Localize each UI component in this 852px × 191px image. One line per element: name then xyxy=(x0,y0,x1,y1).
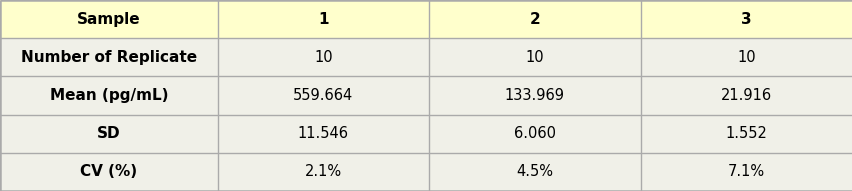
Text: 10: 10 xyxy=(737,50,755,65)
Text: 10: 10 xyxy=(314,50,332,65)
Text: 1.552: 1.552 xyxy=(725,126,767,141)
Text: 559.664: 559.664 xyxy=(293,88,353,103)
Bar xyxy=(640,0,852,38)
Text: Number of Replicate: Number of Replicate xyxy=(20,50,197,65)
Text: Mean (pg/mL): Mean (pg/mL) xyxy=(49,88,168,103)
Bar xyxy=(640,76,852,115)
Bar xyxy=(0,0,217,38)
Text: Sample: Sample xyxy=(77,12,141,27)
Text: 3: 3 xyxy=(740,12,751,27)
Bar xyxy=(0,153,217,191)
Bar xyxy=(429,115,640,153)
Text: 4.5%: 4.5% xyxy=(515,164,553,179)
Text: 7.1%: 7.1% xyxy=(728,164,764,179)
Bar xyxy=(640,115,852,153)
Text: SD: SD xyxy=(97,126,120,141)
Text: CV (%): CV (%) xyxy=(80,164,137,179)
Bar xyxy=(217,153,429,191)
Text: 2.1%: 2.1% xyxy=(304,164,342,179)
Bar xyxy=(0,76,217,115)
Bar xyxy=(0,38,217,76)
Bar xyxy=(429,153,640,191)
Text: 2: 2 xyxy=(529,12,539,27)
Text: 133.969: 133.969 xyxy=(504,88,564,103)
Bar xyxy=(429,76,640,115)
Text: 10: 10 xyxy=(525,50,544,65)
Bar xyxy=(640,38,852,76)
Bar xyxy=(217,0,429,38)
Bar xyxy=(0,115,217,153)
Bar xyxy=(217,115,429,153)
Text: 11.546: 11.546 xyxy=(297,126,348,141)
Text: 1: 1 xyxy=(318,12,328,27)
Bar xyxy=(429,38,640,76)
Bar xyxy=(640,153,852,191)
Text: 6.060: 6.060 xyxy=(513,126,556,141)
Text: 21.916: 21.916 xyxy=(721,88,771,103)
Bar xyxy=(217,38,429,76)
Bar xyxy=(217,76,429,115)
Bar xyxy=(429,0,640,38)
